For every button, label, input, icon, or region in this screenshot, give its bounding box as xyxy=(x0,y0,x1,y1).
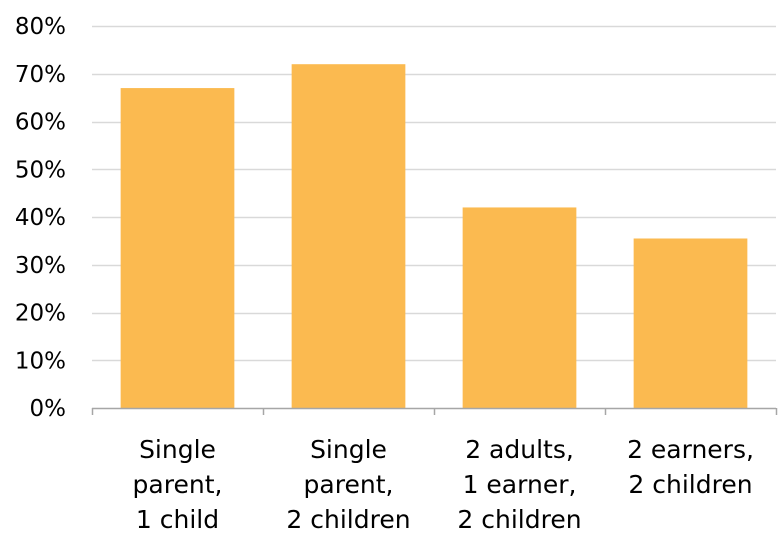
y-tick-label: 30% xyxy=(15,253,66,279)
y-tick-label: 40% xyxy=(15,205,66,231)
y-tick-label: 80% xyxy=(15,14,66,40)
x-category-label-line: 2 children xyxy=(457,505,581,534)
x-category-label-line: 2 earners, xyxy=(627,435,754,464)
x-category-label-line: parent, xyxy=(304,470,394,499)
bars xyxy=(120,64,748,408)
y-tick-label: 70% xyxy=(15,62,66,88)
x-axis xyxy=(91,407,778,415)
y-axis-tick-labels: 0% 10% 20% 30% 40% 50% 60% 70% 80% xyxy=(15,14,66,422)
x-category-label-line: 1 earner, xyxy=(463,470,577,499)
bar xyxy=(633,238,748,408)
x-category-label-line: Single xyxy=(139,435,216,464)
x-axis-category-labels: Single parent, 1 child Single parent, 2 child… xyxy=(133,435,754,534)
x-category-label-line: 1 child xyxy=(136,505,219,534)
y-tick-label: 50% xyxy=(15,157,66,183)
x-category-label-line: 2 adults, xyxy=(465,435,574,464)
bar xyxy=(120,88,235,408)
x-category-label-line: parent, xyxy=(133,470,223,499)
x-category-label: 2 earners, 2 children xyxy=(627,435,754,499)
x-category-label-line: 2 children xyxy=(628,470,752,499)
bar xyxy=(462,207,577,408)
x-category-label: Single parent, 2 children xyxy=(286,435,410,534)
x-category-label-line: Single xyxy=(310,435,387,464)
x-category-label-line: 2 children xyxy=(286,505,410,534)
y-tick-label: 0% xyxy=(30,396,67,422)
y-tick-label: 10% xyxy=(15,348,66,374)
bar xyxy=(291,64,406,408)
y-tick-label: 60% xyxy=(15,110,66,136)
x-category-label: 2 adults, 1 earner, 2 children xyxy=(457,435,581,534)
y-tick-label: 20% xyxy=(15,301,66,327)
x-category-label: Single parent, 1 child xyxy=(133,435,223,534)
